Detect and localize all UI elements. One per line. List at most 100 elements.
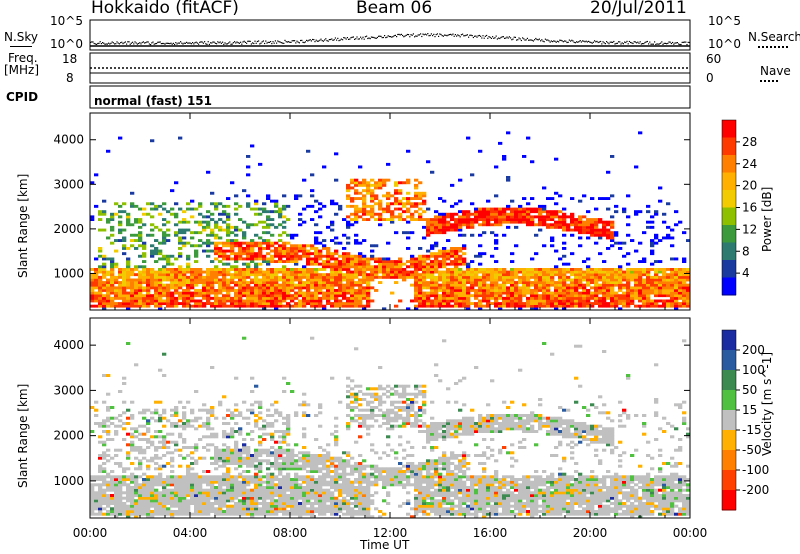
echo-cell — [634, 273, 639, 277]
echo-cell — [150, 249, 155, 253]
echo-cell — [430, 265, 435, 269]
echo-cell — [354, 302, 359, 305]
echo-cell — [406, 215, 411, 219]
echo-cell — [226, 244, 231, 248]
echo-cell — [594, 241, 599, 245]
echo-cell — [402, 270, 407, 274]
echo-cell — [218, 491, 223, 495]
echo-cell — [242, 488, 247, 492]
echo-cell — [262, 260, 267, 263]
echo-cell — [470, 283, 475, 287]
echo-cell — [230, 483, 235, 487]
echo-cell — [442, 291, 447, 295]
echo-cell — [254, 265, 259, 269]
echo-cell — [98, 464, 103, 468]
echo-cell — [538, 296, 543, 300]
echo-cell — [234, 456, 239, 460]
echo-cell — [150, 207, 155, 211]
echo-cell — [282, 299, 287, 303]
nsky-point — [357, 38, 359, 40]
echo-cell — [102, 443, 107, 447]
echo-cell — [134, 283, 139, 287]
echo-cell — [254, 257, 259, 261]
echo-cell — [482, 218, 487, 221]
echo-cell — [278, 257, 283, 261]
echo-cell — [454, 304, 459, 308]
echo-cell — [158, 419, 163, 423]
nsky-point — [516, 39, 518, 41]
echo-cell — [246, 283, 251, 287]
echo-cell — [346, 254, 351, 258]
echo-cell — [602, 223, 607, 227]
echo-cell — [138, 459, 143, 463]
echo-cell — [142, 494, 147, 497]
echo-cell — [622, 283, 627, 287]
echo-cell — [226, 422, 231, 425]
nsky-point — [130, 42, 132, 44]
echo-cell — [118, 486, 123, 489]
echo-cell — [158, 268, 163, 271]
echo-cell — [546, 296, 551, 300]
echo-cell — [458, 233, 463, 237]
echo-cell — [354, 265, 359, 269]
echo-cell — [642, 294, 647, 298]
echo-cell — [338, 275, 343, 279]
echo-cell — [266, 194, 271, 198]
echo-cell — [166, 475, 171, 479]
echo-cell — [162, 486, 167, 489]
echo-cell — [110, 286, 115, 290]
echo-cell — [602, 289, 607, 292]
echo-cell — [94, 268, 99, 271]
echo-cell — [650, 304, 655, 308]
echo-cell — [466, 275, 471, 279]
echo-cell — [526, 278, 531, 282]
echo-cell — [450, 291, 455, 295]
echo-cell — [130, 499, 135, 503]
echo-cell — [190, 236, 195, 240]
echo-cell — [230, 231, 235, 235]
echo-cell — [158, 252, 163, 256]
echo-cell — [206, 510, 211, 513]
echo-cell — [474, 212, 479, 216]
echo-cell — [558, 268, 563, 271]
echo-cell — [306, 286, 311, 290]
echo-cell — [502, 210, 507, 214]
echo-cell — [438, 289, 443, 292]
echo-cell — [334, 202, 339, 206]
echo-cell — [146, 515, 151, 519]
echo-cell — [138, 494, 143, 497]
echo-cell — [466, 215, 471, 219]
echo-cell — [226, 294, 231, 298]
echo-cell — [206, 483, 211, 487]
echo-cell — [410, 275, 415, 279]
echo-cell — [458, 257, 463, 261]
echo-cell — [98, 299, 103, 303]
echo-cell — [498, 218, 503, 221]
nsky-point — [508, 36, 510, 38]
echo-cell — [234, 283, 239, 287]
echo-cell — [234, 228, 239, 232]
echo-cell — [134, 494, 139, 497]
nsky-tick-low: 10^0 — [50, 37, 83, 51]
echo-cell — [578, 299, 583, 303]
echo-cell — [490, 291, 495, 295]
echo-cell — [498, 210, 503, 214]
echo-cell — [122, 281, 127, 284]
echo-cell — [534, 273, 539, 277]
nsky-point — [669, 41, 671, 43]
echo-cell — [126, 342, 131, 345]
echo-cell — [350, 299, 355, 303]
echo-cell — [406, 273, 411, 277]
echo-cell — [142, 223, 147, 227]
echo-cell — [650, 281, 655, 284]
echo-cell — [598, 233, 603, 237]
echo-cell — [206, 299, 211, 303]
nsky-point — [210, 42, 212, 44]
echo-cell — [498, 223, 503, 227]
echo-cell — [242, 416, 247, 420]
echo-cell — [182, 416, 187, 420]
echo-cell — [586, 223, 591, 227]
echo-cell — [398, 262, 403, 266]
echo-cell — [166, 494, 171, 497]
echo-cell — [242, 512, 247, 516]
